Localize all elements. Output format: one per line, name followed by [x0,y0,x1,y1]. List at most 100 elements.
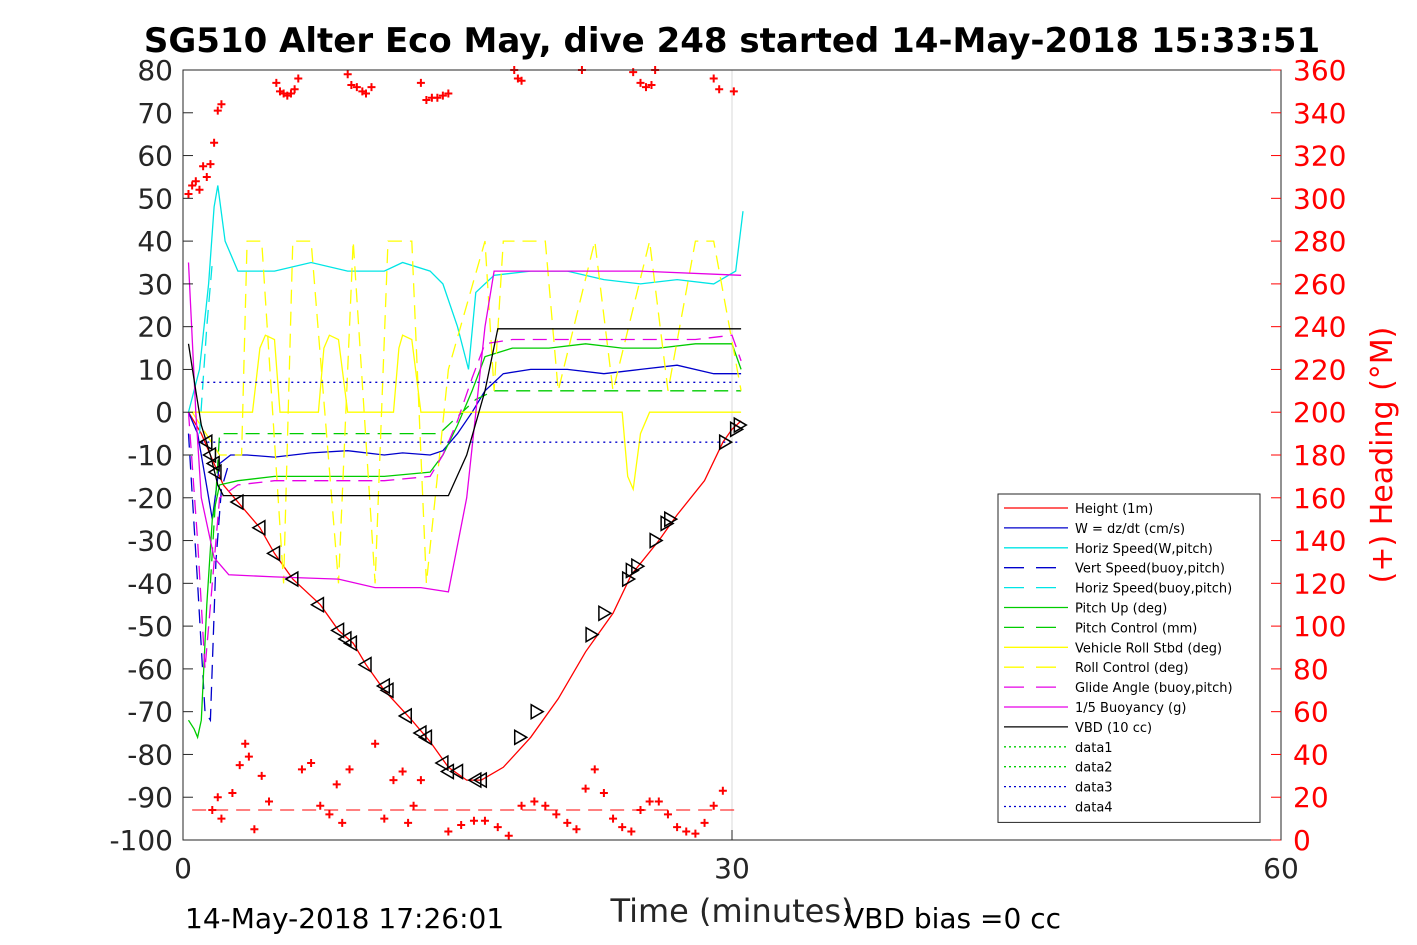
heading-point [206,160,215,169]
right-tick-label: 120 [1293,567,1346,600]
heading-point [504,831,513,840]
series-line-10 [187,334,742,669]
heading-point [541,801,550,810]
heading-point [338,818,347,827]
ascent-triangle [649,532,664,549]
left-tick-label: -50 [127,610,173,643]
heading-point [581,784,590,793]
right-tick-label: 140 [1293,525,1346,558]
heading-point [257,771,266,780]
heading-point [316,801,325,810]
heading-point [199,162,208,171]
heading-point [345,765,354,774]
ascent-triangle [660,515,675,532]
right-tick-label: 320 [1293,140,1346,173]
heading-point [208,806,217,815]
right-tick-label: 220 [1293,353,1346,386]
right-tick-label: 340 [1293,97,1346,130]
heading-point [352,83,361,92]
legend-label: data3 [1075,781,1113,796]
heading-point [389,776,398,785]
heading-point [627,827,636,836]
descent-triangle [467,771,482,789]
right-tick-label: 100 [1293,610,1346,643]
left-tick-label: -30 [127,525,173,558]
series-line-3 [187,185,744,413]
heading-point [250,825,259,834]
heading-point [552,810,561,819]
heading-point [294,74,303,83]
marker-layer [184,66,748,840]
heading-point [530,797,539,806]
series-line-11 [187,262,742,593]
descent-triangle [379,681,394,699]
left-tick-label: 50 [137,182,173,215]
legend-label: Vehicle Roll Stbd (deg) [1075,641,1222,656]
heading-point [457,821,466,830]
left-tick-label: 20 [137,311,173,344]
x-tick-label: 0 [174,852,192,885]
right-tick-label: 240 [1293,311,1346,344]
descent-triangle [229,493,244,511]
ascent-triangle [530,703,545,720]
heading-point [272,78,281,87]
left-tick-label: -20 [127,482,173,515]
heading-point [398,767,407,776]
legend-label: data2 [1075,761,1113,776]
footer-vbd-bias: VBD bias =0 cc [845,902,1061,935]
heading-point [332,780,341,789]
right-tick-label: 80 [1293,653,1329,686]
chart-title: SG510 Alter Eco May, dive 248 started 14… [144,21,1320,61]
heading-point [325,810,334,819]
ascent-triangle [598,604,613,622]
left-tick-label: -40 [127,567,173,600]
heading-point [709,74,718,83]
legend-label: Vert Speed(buoy,pitch) [1075,562,1225,577]
legend-label: Horiz Speed(W,pitch) [1075,542,1213,557]
left-tick-label: -80 [127,738,173,771]
descent-triangle [284,570,299,588]
heading-point [416,78,425,87]
heading-point [493,823,502,832]
heading-point [438,91,447,100]
heading-point [729,87,738,96]
left-tick-label: 30 [137,268,173,301]
heading-point [629,68,638,77]
left-tick-label: -90 [127,781,173,814]
left-axis: 80 70 60 50 40 30 20 10 0 -10 -20 -30 -40 -50 -60 -70 -8… [109,54,193,857]
heading-point [517,76,526,85]
heading-point [700,818,709,827]
right-tick-label: 180 [1293,439,1346,472]
legend-label: Height (1m) [1075,502,1153,517]
descent-triangle [472,771,488,789]
right-tick-label: 280 [1293,225,1346,258]
descent-triangle [207,463,222,481]
heading-point [404,818,413,827]
heading-point [663,810,672,819]
heading-point [618,823,627,832]
legend: Height (1m) W = dz/dt (cm/s) Horiz Speed(W… [997,493,1261,823]
left-tick-label: 0 [155,396,173,429]
heading-point [691,829,700,838]
heading-point [188,181,197,190]
heading-point [416,776,425,785]
legend-label: Roll Control (deg) [1075,661,1189,676]
heading-point [191,177,200,186]
heading-point [563,818,572,827]
heading-point [228,788,237,797]
descent-triangle [342,634,358,652]
legend-box [997,493,1261,823]
left-tick-label: -60 [127,653,173,686]
ascent-triangle [729,421,745,438]
descent-triangle [205,455,220,472]
legend-label: W = dz/dt (cm/s) [1075,522,1185,537]
ascent-triangle [718,433,734,451]
descent-triangle [201,446,217,464]
heading-point [409,801,418,810]
series-line-5 [198,262,213,434]
heading-point [636,78,645,87]
legend-label: 1/5 Buoyancy (g) [1075,701,1186,716]
right-tick-label: 260 [1293,268,1346,301]
heading-point [195,185,204,194]
